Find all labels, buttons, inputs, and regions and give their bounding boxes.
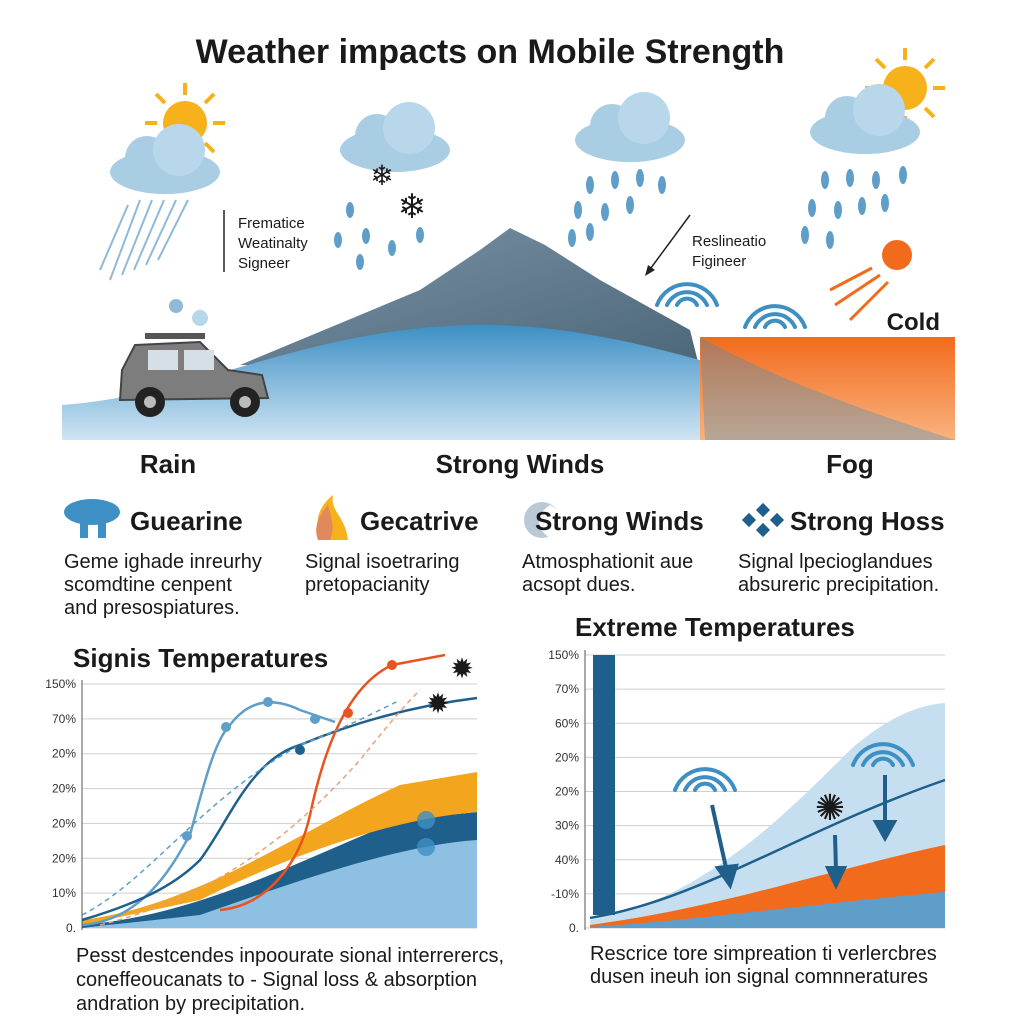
caption-line: Rescrice tore simpreation ti verlercbres xyxy=(590,943,937,965)
scene-label: Strong Winds xyxy=(436,449,605,479)
card-text: pretopacianity xyxy=(305,574,430,596)
y-tick-label: -10% xyxy=(551,887,579,901)
y-tick-label: 20% xyxy=(52,851,76,865)
chart-title: Extreme Temperatures xyxy=(575,612,855,642)
y-tick-label: 20% xyxy=(52,782,76,796)
card-text: absureric precipitation. xyxy=(738,574,939,596)
caption-line: Pesst destcendes inpoourate sional inter… xyxy=(76,945,504,967)
card-title: Strong Winds xyxy=(535,506,704,536)
card-title: Strong Hoss xyxy=(790,506,945,536)
card-text: Atmosphationit aue xyxy=(522,551,693,573)
y-tick-label: 20% xyxy=(52,816,76,830)
card-text: acsopt dues. xyxy=(522,574,635,596)
chart-title: Signis Temperatures xyxy=(73,643,328,673)
title: Weather impacts on Mobile Strength xyxy=(196,33,785,71)
svg-text:✹: ✹ xyxy=(450,653,473,684)
y-tick-label: 150% xyxy=(45,677,76,691)
svg-text:✺: ✺ xyxy=(815,787,845,828)
y-tick-label: 10% xyxy=(52,886,76,900)
y-tick-label: 70% xyxy=(52,712,76,726)
y-tick-label: 20% xyxy=(555,785,579,799)
y-tick-label: 30% xyxy=(555,819,579,833)
y-tick-label: 0. xyxy=(569,921,579,935)
card-text: and presospiatures. xyxy=(64,597,240,619)
svg-text:✹: ✹ xyxy=(426,688,449,719)
cold-label: Cold xyxy=(887,309,940,336)
right-chart-graphics: ✺ xyxy=(584,650,946,930)
caption-line: coneffeoucanats to - Signal loss & absor… xyxy=(76,969,477,991)
left-chart-graphics: ✹ ✹ xyxy=(81,653,478,930)
y-tick-label: 60% xyxy=(555,716,579,730)
annotation-line: Weatinalty xyxy=(238,235,308,252)
card-text: scomdtine cenpent xyxy=(64,574,232,596)
annotation-line: Figineer xyxy=(692,253,746,270)
svg-text:❄: ❄ xyxy=(370,160,393,191)
annotation-line: Signeer xyxy=(238,255,290,272)
caption-line: dusen ineuh ion signal comnneratures xyxy=(590,966,928,988)
card-text: Signal isoetraring xyxy=(305,551,460,573)
annotation: Reslineatio Figineer xyxy=(692,233,766,270)
y-tick-label: 40% xyxy=(555,853,579,867)
annotation-line: Frematice xyxy=(238,215,305,232)
scene-label: Fog xyxy=(826,449,874,479)
annotation-line: Reslineatio xyxy=(692,233,766,250)
card-title: Gecatrive xyxy=(360,506,479,536)
caption-line: andration by precipitation. xyxy=(76,993,305,1015)
card-title: Guearine xyxy=(130,506,243,536)
y-tick-label: 0. xyxy=(66,921,76,935)
y-tick-label: 20% xyxy=(52,747,76,761)
y-tick-label: 150% xyxy=(548,648,579,662)
y-tick-label: 70% xyxy=(555,682,579,696)
card-text: Signal lpecioglandues xyxy=(738,551,933,573)
y-tick-label: 20% xyxy=(555,750,579,764)
scene-label: Rain xyxy=(140,449,196,479)
card-icon xyxy=(64,495,785,540)
svg-text:❄: ❄ xyxy=(398,188,427,226)
annotation: Frematice Weatinalty Signeer xyxy=(238,215,308,272)
card-text: Geme ighade inreurhy xyxy=(64,551,262,573)
